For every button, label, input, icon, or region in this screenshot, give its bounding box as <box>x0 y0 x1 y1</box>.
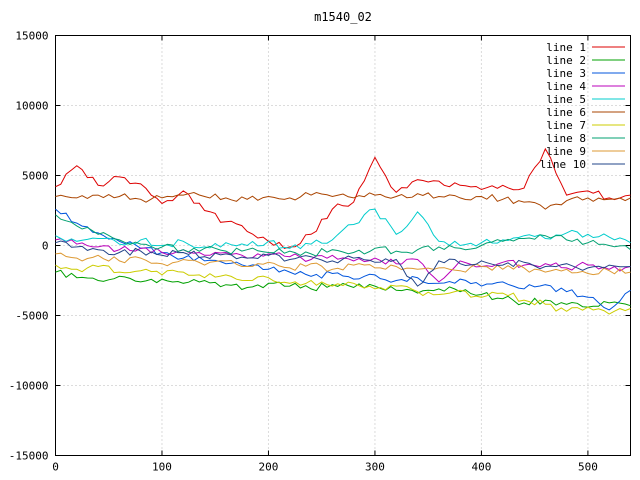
legend-item: line 4 <box>546 80 625 93</box>
series-line-3 <box>55 208 631 311</box>
legend-item: line 9 <box>546 145 625 158</box>
legend-item: line 2 <box>546 54 625 67</box>
x-axis-tick-label: 100 <box>152 461 172 474</box>
y-axis-tick-label: -10000 <box>9 380 49 393</box>
series-line-6 <box>55 191 631 210</box>
legend-label: line 8 <box>546 132 586 145</box>
x-axis-tick-label: 300 <box>365 461 385 474</box>
legend-item: line 5 <box>546 93 625 106</box>
legend-label: line 9 <box>546 145 586 158</box>
legend-label: line 3 <box>546 67 586 80</box>
grid <box>55 35 631 456</box>
series-line-9 <box>55 252 631 276</box>
y-axis-tick-label: 10000 <box>15 100 48 113</box>
legend-label: line 5 <box>546 93 586 106</box>
series-line-2 <box>55 269 631 308</box>
tick-marks <box>55 35 631 456</box>
legend-item: line 6 <box>546 106 625 119</box>
legend-label: line 4 <box>546 80 586 93</box>
legend-item: line 3 <box>546 67 625 80</box>
legend-label: line 10 <box>540 158 586 171</box>
x-axis-tick-label: 0 <box>52 461 59 474</box>
x-axis-tick-label: 400 <box>471 461 491 474</box>
series-line-5 <box>55 208 631 250</box>
y-axis-tick-label: 15000 <box>15 30 48 43</box>
x-axis-tick-label: 200 <box>259 461 279 474</box>
legend-item: line 10 <box>540 158 625 171</box>
series-line-8 <box>55 214 631 257</box>
chart-title: m1540_02 <box>314 10 372 24</box>
legend-item: line 7 <box>546 119 625 132</box>
axis-labels: 0 100 200 300 400 500 -15000 -10000 -5000 0 5000 10… <box>9 30 598 474</box>
legend-label: line 1 <box>546 41 586 54</box>
y-axis-tick-label: 0 <box>42 240 49 253</box>
legend-label: line 7 <box>546 119 586 132</box>
series-line-7 <box>55 264 631 315</box>
series-line-10 <box>55 240 631 287</box>
series-line-1 <box>55 147 631 249</box>
y-axis-tick-label: 5000 <box>22 170 49 183</box>
legend-label: line 2 <box>546 54 586 67</box>
y-axis-tick-label: -15000 <box>9 450 49 463</box>
legend-item: line 8 <box>546 132 625 145</box>
legend-label: line 6 <box>546 106 586 119</box>
x-axis-tick-label: 500 <box>578 461 598 474</box>
legend-item: line 1 <box>546 41 625 54</box>
y-axis-tick-label: -5000 <box>15 310 48 323</box>
